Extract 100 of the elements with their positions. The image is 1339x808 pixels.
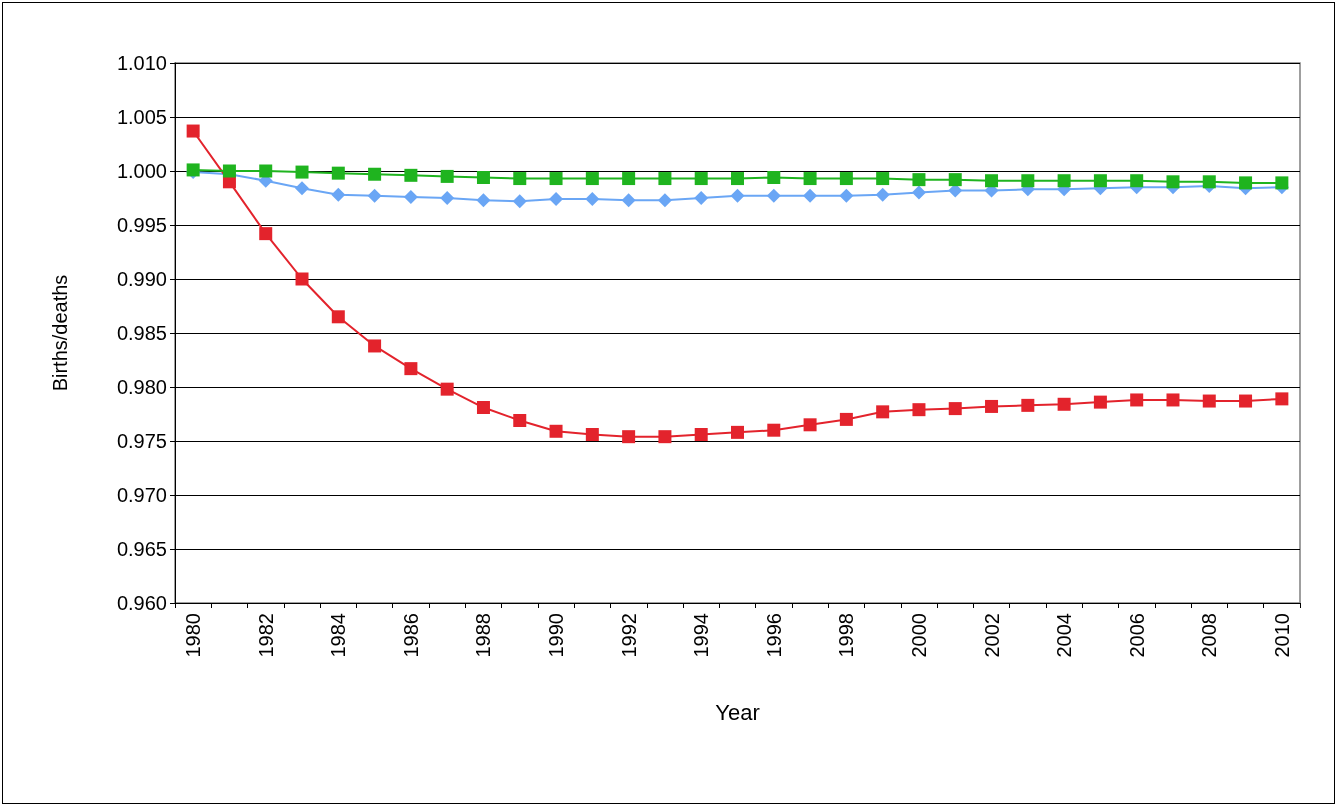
point xyxy=(512,194,527,209)
point xyxy=(622,430,636,444)
point xyxy=(331,166,345,180)
point xyxy=(767,423,781,437)
point xyxy=(476,170,490,184)
point xyxy=(368,167,382,181)
y-tick-label: 0.970 xyxy=(116,484,167,506)
point xyxy=(549,192,564,207)
point xyxy=(621,193,636,208)
point xyxy=(585,192,600,207)
point xyxy=(295,165,309,179)
x-tick-label: 1992 xyxy=(617,613,640,658)
point xyxy=(440,169,454,183)
point xyxy=(1275,176,1289,190)
point xyxy=(912,173,926,187)
y-tick-label: 0.985 xyxy=(116,322,167,344)
x-tick-label: 1986 xyxy=(399,613,422,658)
point xyxy=(295,272,309,286)
point xyxy=(1057,174,1071,188)
point xyxy=(1130,393,1144,407)
point xyxy=(186,124,200,138)
point xyxy=(694,191,709,205)
x-tick-label: 1996 xyxy=(762,613,785,658)
y-tick-label: 0.995 xyxy=(116,214,167,236)
y-tick-label: 1.010 xyxy=(116,52,167,74)
x-tick-label: 1988 xyxy=(472,613,495,658)
point xyxy=(368,339,382,353)
point xyxy=(367,188,382,203)
x-tick-label: 1994 xyxy=(690,613,713,658)
y-tick-label: 1.005 xyxy=(116,106,167,128)
point xyxy=(1021,398,1035,412)
point xyxy=(1057,397,1071,411)
point xyxy=(839,412,853,426)
x-tick-label: 2010 xyxy=(1270,613,1293,658)
x-tick-label: 1980 xyxy=(182,613,205,658)
point xyxy=(876,172,890,186)
point xyxy=(803,188,818,203)
point xyxy=(295,181,310,196)
point xyxy=(404,362,418,376)
point xyxy=(948,402,962,416)
x-tick-label: 2004 xyxy=(1053,613,1076,658)
x-tick-label: 1982 xyxy=(254,613,277,658)
x-tick-label: 1984 xyxy=(327,613,350,658)
x-tick-label: 2008 xyxy=(1198,613,1221,658)
point xyxy=(1202,175,1216,189)
point xyxy=(1239,394,1253,408)
point xyxy=(912,403,926,417)
point xyxy=(331,187,346,202)
point xyxy=(1275,392,1289,406)
point xyxy=(622,172,636,186)
point xyxy=(1093,395,1107,409)
y-tick-label: 0.960 xyxy=(116,592,167,614)
point xyxy=(767,170,781,184)
point xyxy=(875,187,890,202)
point xyxy=(803,418,817,432)
x-tick-label: 2006 xyxy=(1125,613,1148,658)
y-tick-label: 0.965 xyxy=(116,538,167,560)
point xyxy=(876,405,890,419)
point xyxy=(948,173,962,187)
point xyxy=(911,185,926,200)
x-tick-label: 2000 xyxy=(907,613,930,658)
point xyxy=(513,413,527,427)
point xyxy=(403,189,418,204)
y-tick-label: 0.975 xyxy=(116,430,167,452)
x-tick-label: 1998 xyxy=(835,613,858,658)
point xyxy=(404,168,418,182)
point xyxy=(476,193,491,208)
point xyxy=(658,172,672,186)
point xyxy=(694,172,708,186)
point xyxy=(331,310,345,324)
point xyxy=(985,399,999,413)
point xyxy=(222,164,236,178)
y-axis-title: Births/deaths xyxy=(49,274,71,392)
point xyxy=(259,164,273,178)
x-tick-label: 2002 xyxy=(980,613,1003,658)
x-tick-label: 1990 xyxy=(545,613,568,658)
point xyxy=(839,172,853,186)
point xyxy=(1166,175,1180,189)
y-tick-label: 0.980 xyxy=(116,376,167,398)
point xyxy=(513,172,527,186)
point xyxy=(731,172,744,186)
point xyxy=(549,424,563,438)
y-tick-label: 1.000 xyxy=(116,160,167,182)
point xyxy=(585,172,599,186)
point xyxy=(694,428,708,442)
point xyxy=(1166,393,1180,407)
point xyxy=(985,174,999,188)
x-axis-title: Year xyxy=(715,699,760,725)
point xyxy=(730,188,745,203)
point xyxy=(1021,174,1035,188)
point xyxy=(440,382,454,396)
point xyxy=(839,188,854,203)
point xyxy=(1202,394,1216,408)
point xyxy=(803,172,817,186)
y-tick-label: 0.990 xyxy=(116,268,167,290)
point xyxy=(657,193,672,208)
point xyxy=(440,191,455,205)
point xyxy=(731,425,744,439)
point xyxy=(766,188,781,203)
point xyxy=(658,430,672,444)
